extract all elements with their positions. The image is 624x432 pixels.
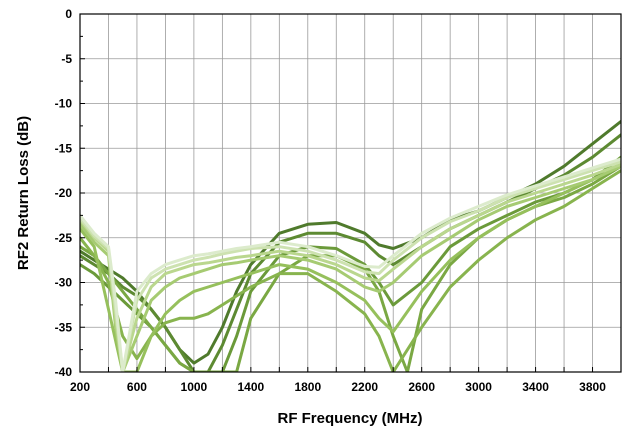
x-tick-label: 3800 <box>579 380 606 394</box>
series-line-7 <box>80 164 621 372</box>
x-tick-labels: 200 600 1000 1400 1800 2200 2600 3000 3400 3800 <box>70 380 606 394</box>
x-tick-label: 3400 <box>522 380 549 394</box>
y-tick-label: -30 <box>55 276 73 290</box>
x-tick-label: 3000 <box>465 380 492 394</box>
y-tick-label: -25 <box>55 231 73 245</box>
x-axis-title: RF Frequency (MHz) <box>277 410 422 427</box>
y-tick-label: 0 <box>65 7 72 21</box>
y-tick-label: -10 <box>55 97 73 111</box>
series-line-6 <box>80 164 621 372</box>
y-tick-label: -15 <box>55 141 73 155</box>
series-line-5 <box>80 169 621 372</box>
series-line-10 <box>80 157 621 372</box>
y-tick-label: -40 <box>55 365 73 379</box>
x-tick-label: 600 <box>127 380 147 394</box>
x-tick-label: 2200 <box>351 380 378 394</box>
x-tick-label: 2600 <box>408 380 435 394</box>
y-tick-labels: 0 -5 -10 -15 -20 -25 -30 -35 -40 <box>55 7 73 379</box>
y-tick-label: -5 <box>61 52 72 66</box>
x-tick-label: 1800 <box>294 380 321 394</box>
x-tick-label: 1000 <box>181 380 208 394</box>
y-tick-label: -35 <box>55 320 73 334</box>
x-tick-label: 200 <box>70 380 90 394</box>
y-axis-title: RF2 Return Loss (dB) <box>15 116 32 270</box>
axis-ticks <box>79 13 622 373</box>
y-tick-label: -20 <box>55 186 73 200</box>
series-line-8 <box>80 162 621 372</box>
series-layer <box>80 119 621 372</box>
x-tick-label: 1400 <box>237 380 264 394</box>
